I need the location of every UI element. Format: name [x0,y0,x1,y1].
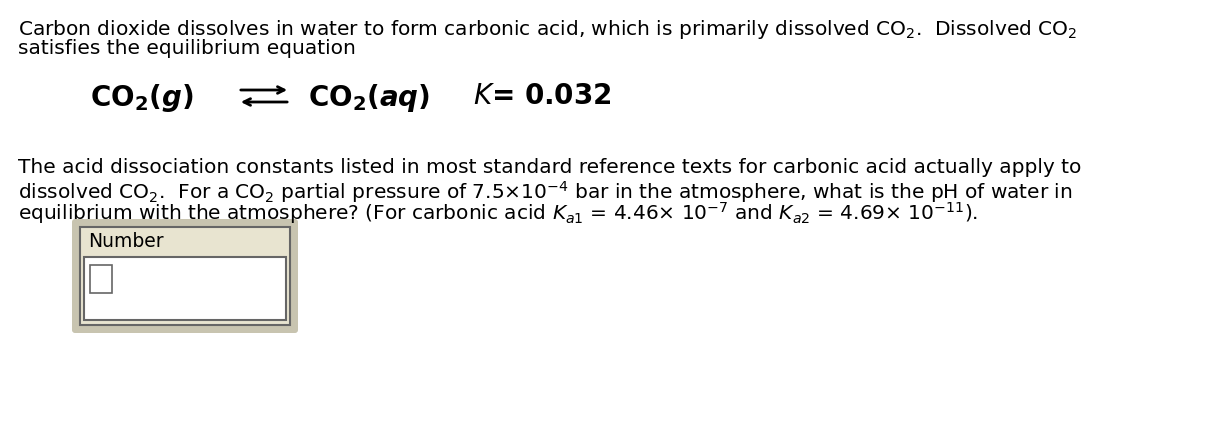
FancyBboxPatch shape [73,219,297,333]
Bar [90,265,112,293]
Text: equilibrium with the atmosphere? (For carbonic acid $K_{a1}$ = 4.46$\times$ 10$^: equilibrium with the atmosphere? (For ca… [18,200,978,226]
Bar [80,227,290,325]
Text: Carbon dioxide dissolves in water to form carbonic acid, which is primarily diss: Carbon dioxide dissolves in water to for… [18,18,1078,41]
Text: dissolved CO$_2$.  For a CO$_2$ partial pressure of 7.5$\times$10$^{-4}$ bar in : dissolved CO$_2$. For a CO$_2$ partial p… [18,179,1073,205]
Text: $\mathbf{CO_2}$$\boldsymbol{(g)}$: $\mathbf{CO_2}$$\boldsymbol{(g)}$ [90,82,193,114]
Text: satisfies the equilibrium equation: satisfies the equilibrium equation [18,39,356,58]
Bar [84,257,286,320]
Text: Number: Number [88,232,163,251]
Text: The acid dissociation constants listed in most standard reference texts for carb: The acid dissociation constants listed i… [18,158,1082,177]
Text: $\mathit{K}$= 0.032: $\mathit{K}$= 0.032 [473,82,612,110]
Text: $\mathbf{CO_2}$$\boldsymbol{(aq)}$: $\mathbf{CO_2}$$\boldsymbol{(aq)}$ [308,82,430,114]
